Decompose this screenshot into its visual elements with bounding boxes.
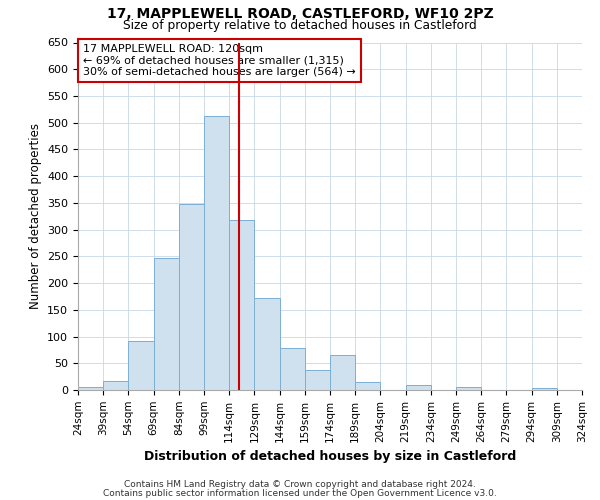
X-axis label: Distribution of detached houses by size in Castleford: Distribution of detached houses by size … [144,450,516,463]
Bar [154,258,179,390]
Text: Contains public sector information licensed under the Open Government Licence v3: Contains public sector information licen… [103,488,497,498]
Bar [254,298,280,390]
Bar [78,388,103,390]
Bar [406,384,431,390]
Bar [532,388,557,390]
Bar [103,381,128,390]
Text: 17 MAPPLEWELL ROAD: 120sqm
← 69% of detached houses are smaller (1,315)
30% of s: 17 MAPPLEWELL ROAD: 120sqm ← 69% of deta… [83,44,356,78]
Text: 17, MAPPLEWELL ROAD, CASTLEFORD, WF10 2PZ: 17, MAPPLEWELL ROAD, CASTLEFORD, WF10 2P… [107,8,493,22]
Bar [229,220,254,390]
Bar [128,341,154,390]
Bar [456,388,481,390]
Bar [355,382,380,390]
Text: Size of property relative to detached houses in Castleford: Size of property relative to detached ho… [123,18,477,32]
Bar [280,348,305,390]
Bar [330,355,355,390]
Bar [305,370,330,390]
Y-axis label: Number of detached properties: Number of detached properties [29,123,41,309]
Text: Contains HM Land Registry data © Crown copyright and database right 2024.: Contains HM Land Registry data © Crown c… [124,480,476,489]
Bar [204,116,229,390]
Bar [179,204,204,390]
